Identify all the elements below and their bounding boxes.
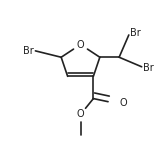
Text: O: O: [77, 110, 84, 119]
Text: Br: Br: [130, 28, 141, 38]
Text: Br: Br: [143, 63, 154, 73]
Text: O: O: [77, 40, 84, 49]
Text: Br: Br: [23, 46, 34, 56]
Text: O: O: [119, 98, 127, 108]
